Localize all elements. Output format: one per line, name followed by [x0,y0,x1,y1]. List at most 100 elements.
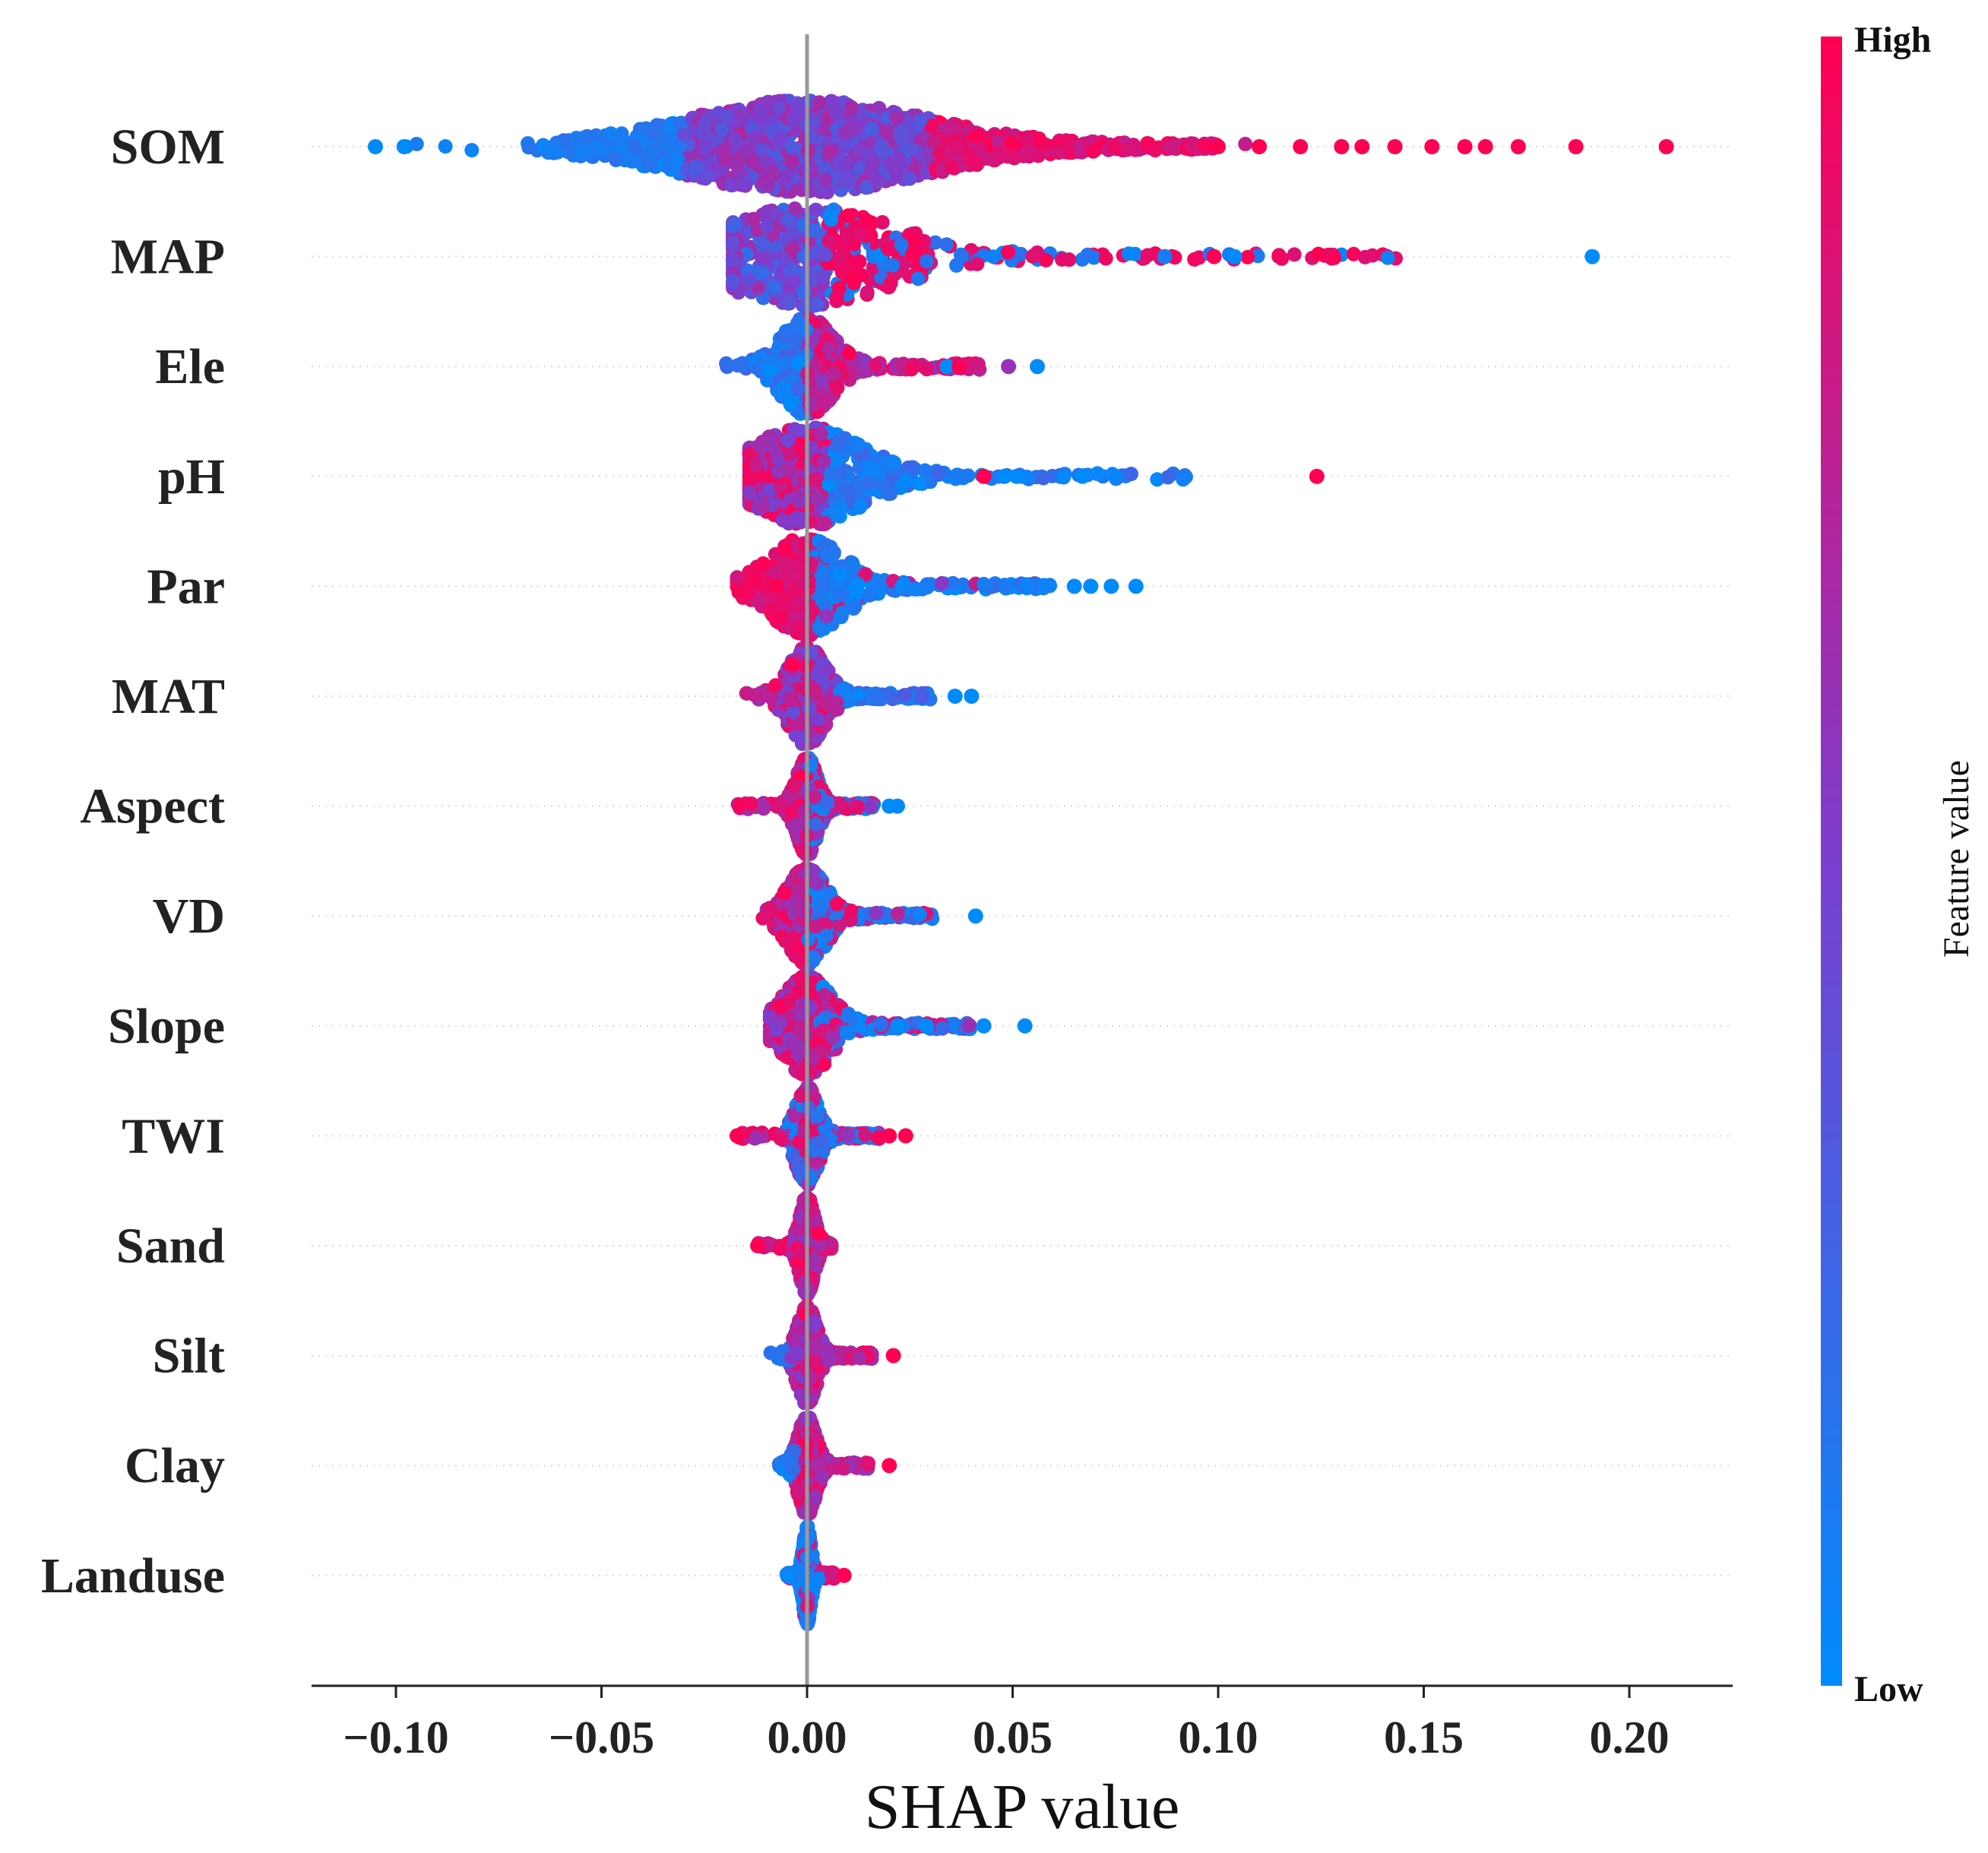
shap-dot [1007,150,1022,166]
shap-dot-outlier [1157,249,1173,264]
shap-dot [775,513,790,527]
shap-dot [1090,466,1105,481]
shap-dot-outlier [1354,139,1370,154]
dot-group-mat [739,639,980,752]
shap-dot [869,172,884,186]
shap-dot [1140,248,1155,263]
shap-dot [574,145,589,160]
shap-dot [862,588,877,603]
shap-dot-outlier [947,689,963,704]
shap-dot [850,800,866,815]
shap-dot [783,559,797,575]
shap-dot [889,110,904,125]
shap-dot [550,144,565,160]
shap-dot [720,109,735,124]
shap-dot [1021,149,1037,164]
shap-dot [732,797,747,812]
shap-dot [1274,251,1290,266]
shap-dot-outlier [1477,139,1493,154]
shap-dot [677,128,692,142]
shap-dot [742,584,757,600]
shap-dot-outlier [1211,139,1226,154]
shap-dot [865,461,880,477]
shap-dot [840,157,856,172]
shap-dot [822,208,837,223]
shap-dot [786,111,801,126]
shap-dot [780,212,795,227]
shap-dot [1160,470,1176,485]
shap-dot [893,125,908,140]
shap-dot [726,274,741,289]
shap-dot [1061,134,1076,149]
shap-dot [818,247,834,262]
shap-dot-outlier [1103,578,1119,594]
shap-dot [644,125,660,141]
shap-dot [986,249,1001,264]
row-guide-lines [312,146,1733,1576]
shap-dot [663,140,677,155]
shap-dot [782,447,797,462]
shap-dot [729,157,744,172]
shap-dot-outlier [1309,468,1325,484]
shap-dot [999,581,1014,596]
shap-dot [1051,145,1066,160]
shap-dot [886,455,901,470]
shap-dot [818,515,832,531]
shap-dot [698,139,714,154]
shap-dot [719,356,734,371]
shap-dot [1311,246,1326,261]
shap-dot [904,360,920,375]
shap-dot-outlier [1128,578,1144,594]
shap-dot [575,131,590,146]
shap-dot [876,480,891,495]
shap-dot-outlier [1008,468,1024,484]
shap-dot [902,171,917,186]
shap-dot [821,233,837,249]
shap-dot [817,537,832,553]
shap-dot [866,155,882,170]
shap-dot [728,132,742,147]
shap-dot [868,357,883,372]
shap-dot [627,138,641,154]
shap-dot-outlier [1227,249,1242,264]
shap-dot [628,154,643,169]
shap-dot [819,609,834,624]
shap-dot [782,296,797,311]
shap-dot [812,95,827,110]
dot-group-par [730,532,1144,644]
shap-dot [948,138,964,154]
shap-dot [1107,140,1122,155]
shap-dot [926,134,942,149]
shap-dot [907,581,921,597]
shap-dot [697,118,712,133]
shap-dot [1124,467,1138,482]
dot-group-map [726,201,1600,314]
shap-dot [834,251,849,266]
shap-dot [920,580,935,595]
shap-dot [749,458,764,473]
shap-dot-outlier [964,689,980,704]
shap-dot [787,274,802,289]
shap-dot [931,465,945,480]
shap-dot [777,169,793,184]
shap-dot [726,235,741,250]
shap-dot [859,285,875,300]
shap-dot [840,208,856,223]
shap-dot [910,271,926,287]
shap-dot [1055,252,1069,267]
shap-dot [847,275,862,290]
shap-dot [851,254,866,269]
shap-dot [761,179,776,194]
shap-dot [954,249,970,264]
shap-dot [830,508,844,523]
shap-dot [837,125,852,141]
shap-dot [1380,250,1395,265]
shap-dot [1346,246,1361,261]
shap-dot [946,121,961,136]
shap-dot [954,469,970,484]
shap-dot [790,620,805,635]
shap-dot [859,475,875,490]
shap-dot [741,272,756,287]
shap-dot [820,662,835,677]
shap-dot [832,566,847,581]
